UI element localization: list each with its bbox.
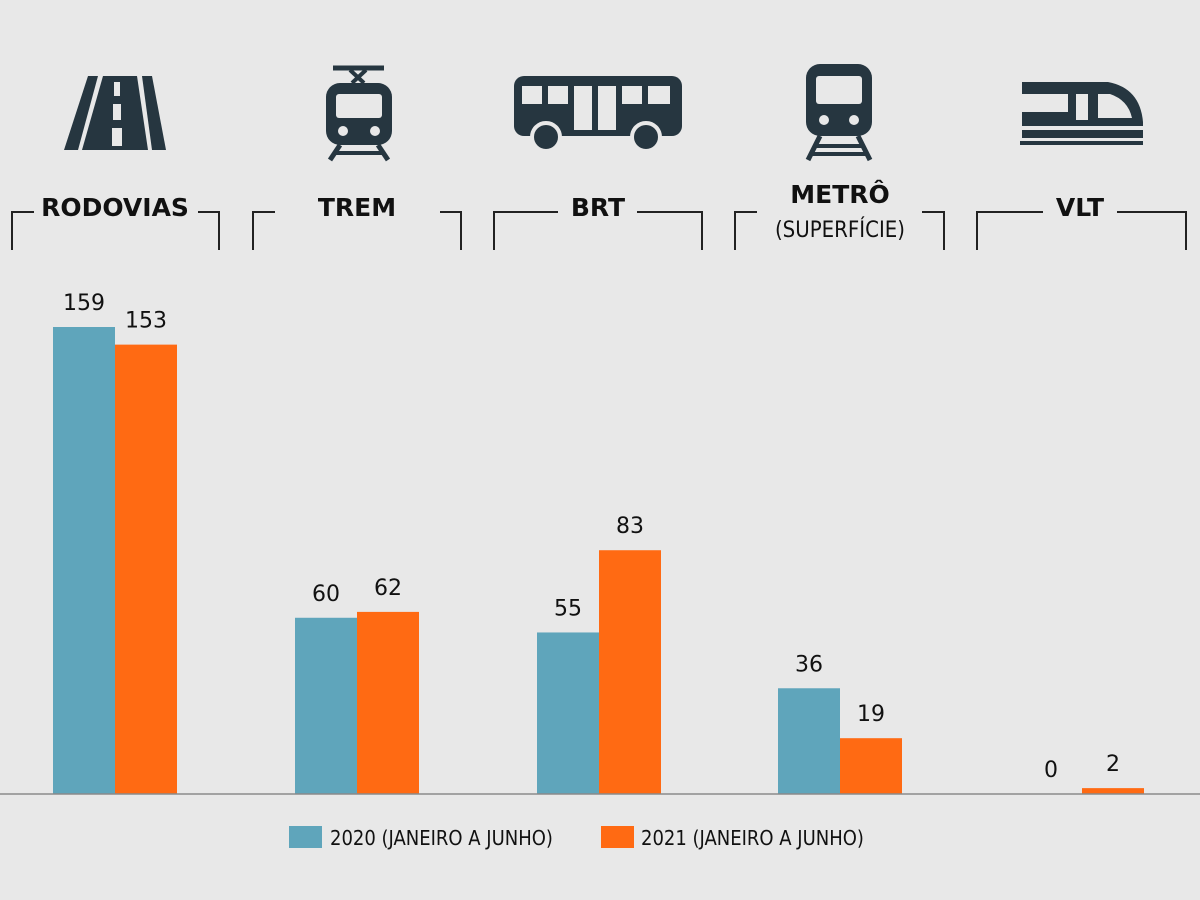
light-rail-icon — [1020, 82, 1143, 145]
category-label: RODOVIAS — [41, 193, 189, 222]
bar-trem-2021 — [357, 611, 419, 794]
legend-label-2021: 2021 (JANEIRO A JUNHO) — [641, 826, 864, 850]
legend-swatch-2020 — [289, 826, 322, 848]
bar-rodovias-2020 — [53, 327, 115, 794]
value-label-brt-2021: 83 — [616, 514, 644, 539]
category-header-brt: BRT — [571, 193, 625, 222]
category-header-trem: TREM — [318, 193, 396, 222]
category-label: TREM — [318, 193, 396, 222]
value-label-trem-2020: 60 — [312, 582, 340, 607]
category-header-metro: METRÔ (SUPERFÍCIE) — [775, 179, 905, 243]
category-header-vlt: VLT — [1056, 193, 1104, 222]
value-label-vlt-2021: 2 — [1106, 752, 1120, 777]
tram-icon — [326, 65, 392, 162]
category-sublabel: (SUPERFÍCIE) — [775, 217, 905, 243]
legend: 2020 (JANEIRO A JUNHO) 2021 (JANEIRO A J… — [289, 826, 864, 850]
category-label: VLT — [1056, 193, 1104, 222]
bracket-trem — [252, 211, 462, 250]
bar-vlt-2021 — [1082, 788, 1144, 794]
bar-brt-2021 — [599, 550, 661, 794]
bar-metro-2021 — [840, 738, 902, 794]
value-label-brt-2020: 55 — [554, 596, 582, 621]
value-label-trem-2021: 62 — [374, 576, 402, 601]
bracket-vlt — [976, 211, 1187, 250]
category-label: BRT — [571, 193, 625, 222]
bracket-brt — [493, 211, 703, 250]
road-icon — [64, 76, 166, 150]
legend-swatch-2021 — [601, 826, 634, 848]
value-label-rodovias-2020: 159 — [63, 291, 105, 316]
legend-label-2020: 2020 (JANEIRO A JUNHO) — [330, 826, 553, 850]
category-brackets — [11, 211, 1187, 250]
value-label-metro-2021: 19 — [857, 702, 885, 727]
bracket-metro — [734, 211, 945, 250]
bracket-rodovias — [11, 211, 220, 250]
bar-trem-2020 — [295, 617, 357, 794]
category-header-rodovias: RODOVIAS — [41, 193, 189, 222]
bars-group: 159 153 60 62 55 83 36 19 0 2 — [53, 291, 1144, 794]
bar-metro-2020 — [778, 688, 840, 794]
bar-brt-2020 — [537, 632, 599, 794]
bar-rodovias-2021 — [115, 344, 177, 794]
bus-icon — [514, 76, 682, 153]
subway-train-icon — [805, 64, 873, 162]
value-label-metro-2020: 36 — [795, 652, 823, 677]
category-label: METRÔ — [790, 179, 890, 209]
value-label-rodovias-2021: 153 — [125, 309, 167, 334]
value-label-vlt-2020: 0 — [1044, 758, 1058, 783]
